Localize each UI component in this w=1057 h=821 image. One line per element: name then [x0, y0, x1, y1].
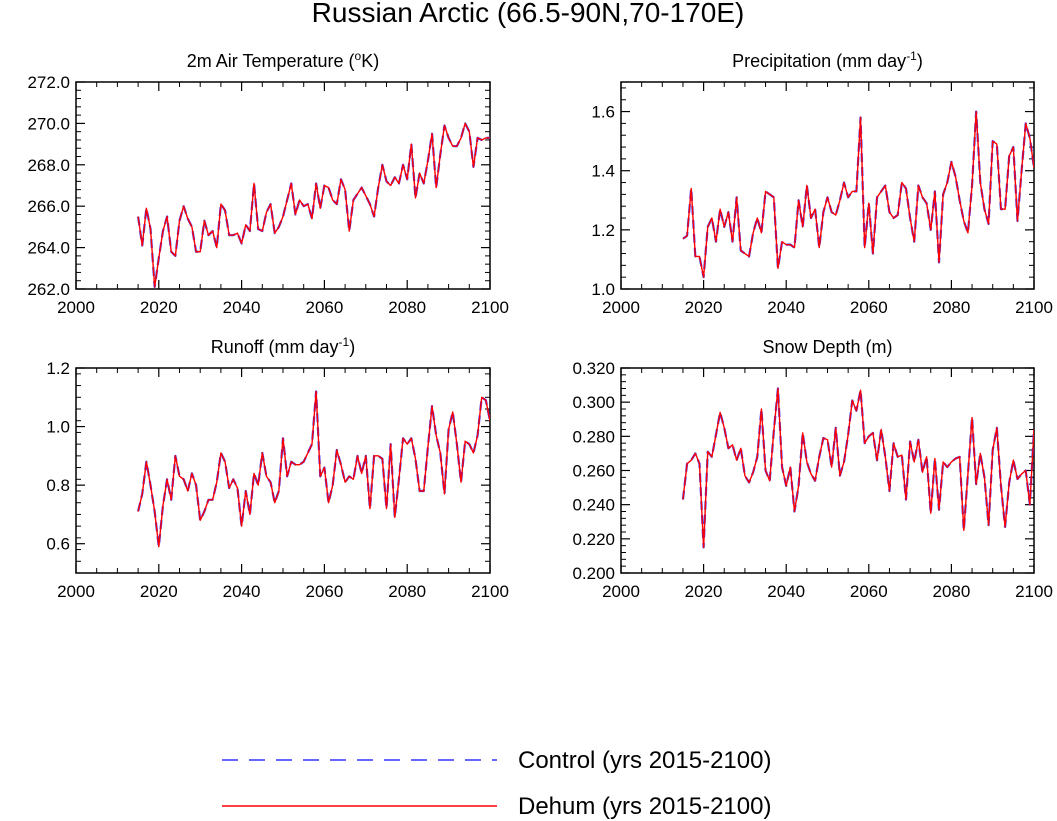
control-series-line: [681, 387, 1034, 549]
x-tick-label: 2100: [1015, 298, 1053, 317]
panel-title: 2m Air Temperature (oK): [187, 49, 379, 71]
panel-title-superscript: -1: [339, 335, 350, 349]
y-tick-label: 0.300: [572, 393, 615, 412]
x-tick-label: 2040: [767, 298, 805, 317]
x-tick-label: 2020: [685, 298, 723, 317]
dehum-series-line: [137, 122, 490, 288]
x-tick-label: 2080: [932, 582, 970, 601]
y-tick-label: 1.6: [591, 103, 615, 122]
y-tick-label: 0.320: [572, 359, 615, 378]
legend-control-label: Control (yrs 2015-2100): [518, 747, 771, 774]
x-tick-label: 2060: [305, 582, 343, 601]
y-tick-label: 0.6: [46, 535, 70, 554]
y-tick-label: 268.0: [27, 156, 70, 175]
figure-title: Russian Arctic (66.5-90N,70-170E): [312, 0, 745, 28]
x-tick-label: 2000: [57, 298, 95, 317]
panel-title-text: 2m Air Temperature (: [187, 51, 355, 71]
y-tick-label: 1.2: [591, 221, 615, 240]
panel-title-superscript: -1: [906, 49, 917, 63]
dehum-series-line: [682, 387, 1034, 549]
x-tick-label: 2040: [223, 582, 261, 601]
legend: Control (yrs 2015-2100) Dehum (yrs 2015-…: [222, 747, 771, 820]
x-tick-label: 2040: [767, 582, 805, 601]
x-tick-label: 2020: [140, 582, 178, 601]
y-tick-label: 1.2: [46, 359, 70, 378]
y-tick-label: 270.0: [27, 114, 70, 133]
panel-title-text-end: ): [349, 337, 355, 357]
y-tick-label: 264.0: [27, 239, 70, 258]
y-tick-label: 272.0: [27, 73, 70, 92]
x-tick-label: 2000: [57, 582, 95, 601]
x-tick-label: 2100: [1015, 582, 1053, 601]
chart-panel-1: 2m Air Temperature (oK) 2000 2020 2040 2060 2…: [27, 49, 508, 317]
panel-title: Snow Depth (m): [762, 337, 892, 357]
x-tick-label: 2040: [223, 298, 261, 317]
plot-frame: [75, 81, 491, 290]
plot-frame: [620, 367, 1035, 574]
y-tick-label: 0.260: [572, 462, 615, 481]
panel-title-superscript: o: [355, 49, 362, 63]
x-tick-label: 2000: [602, 298, 640, 317]
x-tick-label: 2020: [685, 582, 723, 601]
control-series-line: [682, 110, 1034, 279]
dehum-series-line: [137, 390, 490, 548]
x-tick-label: 2060: [305, 298, 343, 317]
chart-panel-2: Precipitation (mm day-1) 2000 2020 2040 2060…: [591, 49, 1053, 317]
y-tick-label: 0.220: [572, 530, 615, 549]
y-tick-label: 0.8: [46, 476, 70, 495]
y-tick-label: 0.200: [572, 564, 615, 583]
panel-title: Precipitation (mm day-1): [732, 49, 923, 71]
x-tick-label: 2000: [602, 582, 640, 601]
y-tick-label: 1.0: [46, 418, 70, 437]
panel-title-text: Snow Depth (m): [762, 337, 892, 357]
x-tick-label: 2020: [140, 298, 178, 317]
y-tick-label: 1.4: [591, 162, 615, 181]
x-tick-label: 2100: [471, 582, 509, 601]
chart-panel-4: Snow Depth (m) 2000 2020 2040 2060 2080 2100 0.…: [572, 337, 1052, 601]
legend-dehum-label: Dehum (yrs 2015-2100): [518, 793, 771, 820]
dehum-series-line: [682, 110, 1034, 278]
x-tick-label: 2100: [471, 298, 509, 317]
y-tick-label: 266.0: [27, 197, 70, 216]
panel-title-text: Precipitation (mm day: [732, 51, 906, 71]
panel-title-text-end: ): [917, 51, 923, 71]
x-tick-label: 2060: [850, 582, 888, 601]
x-tick-label: 2060: [850, 298, 888, 317]
y-tick-label: 0.240: [572, 496, 615, 515]
x-tick-label: 2080: [932, 298, 970, 317]
x-tick-label: 2080: [388, 298, 426, 317]
y-tick-label: 1.0: [591, 280, 615, 299]
chart-panel-3: Runoff (mm day-1) 2000 2020 2040 2060 2080 210…: [46, 335, 509, 601]
panel-title-text: Runoff (mm day: [211, 337, 339, 357]
panel-title-text-end: K): [361, 51, 379, 71]
panel-title: Runoff (mm day-1): [211, 335, 355, 357]
y-tick-label: 0.280: [572, 427, 615, 446]
plot-frame: [75, 367, 491, 574]
y-tick-label: 262.0: [27, 280, 70, 299]
panels: 2m Air Temperature (oK) 2000 2020 2040 2060 2…: [27, 49, 1052, 601]
x-tick-label: 2080: [388, 582, 426, 601]
